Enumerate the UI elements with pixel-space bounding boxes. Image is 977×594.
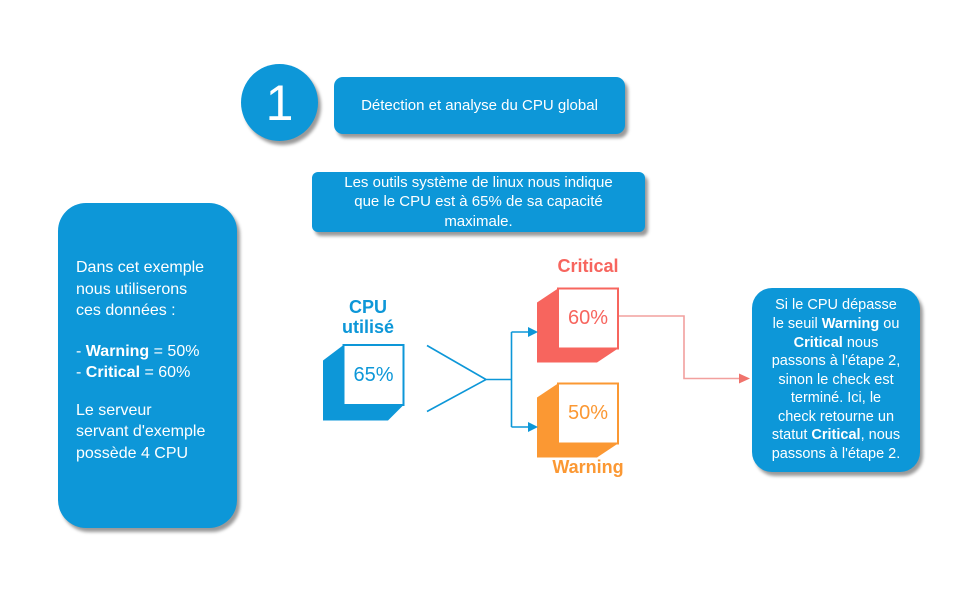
- warning-cube-face: [557, 382, 619, 445]
- arrow-to-warning-icon: [528, 422, 538, 432]
- conclusion-line: terminé. Ici, le: [790, 390, 882, 407]
- example-intro-line: nous utiliserons: [76, 280, 188, 298]
- conclusion-line: statut Critical, nous: [771, 427, 901, 444]
- example-intro-line: Dans cet exemple: [76, 259, 205, 276]
- conclusion-line: Si le CPU dépasse: [775, 297, 897, 314]
- conclusion-line: passons à l'étape 2.: [771, 446, 901, 463]
- critical-cube-face: [557, 287, 619, 350]
- info-line: que le CPU est à 65% de sa capacité: [354, 193, 603, 211]
- example-outro: Le serveur servant d'exemple possède 4 C…: [76, 400, 221, 465]
- conclusion-box: Si le CPU dépasse le seuil Warning ou Cr…: [752, 288, 920, 472]
- arrow-to-conclusion-icon: [739, 373, 750, 384]
- cpu-cube-face: [342, 344, 405, 406]
- conclusion-line: le seuil Warning ou: [772, 315, 900, 332]
- example-intro-line: ces données :: [76, 302, 176, 319]
- step-title-box: Détection et analyse du CPU global: [334, 77, 625, 134]
- example-outro-line: servant d'exemple: [76, 423, 206, 440]
- example-thresholds: - Warning = 50% - Critical = 60%: [76, 341, 221, 384]
- arrow-to-critical-icon: [528, 327, 538, 337]
- cpu-used-label: CPU utilisé: [341, 297, 394, 337]
- info-line: maximale.: [444, 212, 513, 230]
- warning-threshold-value: 50%: [567, 402, 609, 424]
- step-number-badge: 1: [241, 64, 318, 141]
- conclusion-line: sinon le check est: [778, 371, 894, 388]
- info-line: Les outils système de linux nous indique: [344, 173, 613, 191]
- conclusion-line: Critical nous: [793, 334, 879, 351]
- info-box: Les outils système de linux nous indique…: [312, 172, 645, 232]
- example-outro-line: possède 4 CPU: [76, 444, 189, 462]
- critical-result-connector-line: [619, 315, 740, 380]
- warning-label: Warning: [552, 457, 624, 477]
- conclusion-line: passons à l'étape 2,: [771, 353, 901, 370]
- cpu-used-value: 65%: [353, 363, 394, 386]
- warning-threshold-line: - Warning = 50%: [76, 342, 200, 360]
- critical-threshold-line: - Critical = 60%: [76, 364, 191, 381]
- critical-threshold-value: 60%: [567, 307, 609, 329]
- step-number: 1: [265, 74, 294, 131]
- conclusion-line: check retourne un: [777, 408, 895, 425]
- split-connector-line: [426, 331, 529, 428]
- example-data-box: Dans cet exemple nous utiliserons ces do…: [58, 203, 237, 528]
- critical-label: Critical: [557, 256, 619, 276]
- step-title: Détection et analyse du CPU global: [361, 97, 598, 114]
- example-intro: Dans cet exemple nous utiliserons ces do…: [76, 257, 221, 322]
- example-outro-line: Le serveur: [76, 401, 152, 419]
